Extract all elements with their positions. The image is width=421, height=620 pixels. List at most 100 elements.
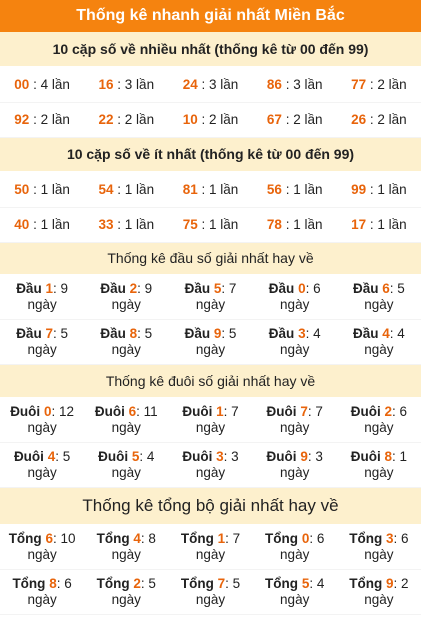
pair-number: 26: [351, 112, 367, 127]
stat-cell: Tổng 9: 2 ngày: [336, 570, 421, 615]
stat-text: Đầu 0: 6 ngày: [255, 281, 335, 313]
stat-cell: Đuôi 4: 5 ngày: [0, 443, 85, 488]
stat-number: 1: [217, 531, 226, 546]
section-dau: Đầu 1: 9 ngày Đầu 2: 9 ngày Đầu 5: 7 ngày Đ…: [0, 275, 421, 365]
stat-days: : 5 ngày: [27, 449, 71, 480]
stat-days: : 5 ngày: [111, 326, 153, 357]
stat-label: Đuôi: [13, 449, 44, 464]
stat-days: : 7 ngày: [195, 531, 241, 562]
stat-days: : 6 ngày: [280, 531, 325, 562]
stat-cell: 00 : 4 lần: [0, 67, 85, 103]
stat-days: : 5 ngày: [195, 576, 241, 607]
section-duoi: Đuôi 0: 12 ngày Đuôi 6: 11 ngày Đuôi 1: 7 …: [0, 398, 421, 488]
stat-text: Tổng 2: 5 ngày: [86, 576, 166, 608]
stat-row: 00 : 4 lần 16 : 3 lần 24 : 3 lần 86 : 3 lần…: [0, 67, 421, 103]
stat-text: Đầu 7: 5 ngày: [2, 326, 82, 358]
pair-number: 56: [266, 182, 282, 197]
pair-count: : 4 lần: [33, 77, 70, 92]
stat-number: 7: [45, 326, 53, 341]
stat-cell: 81 : 1 lần: [168, 172, 253, 208]
stat-days: : 1 ngày: [364, 449, 408, 480]
stat-cell: Đuôi 6: 11 ngày: [84, 398, 169, 443]
stat-row: Tổng 6: 10 ngày Tổng 4: 8 ngày Tổng 1: 7 n…: [0, 525, 421, 570]
pair-number: 33: [98, 217, 114, 232]
stat-number: 3: [386, 531, 394, 546]
panel-title: Thống kê nhanh giải nhất Miền Bắc: [0, 0, 421, 32]
stat-cell: 67 : 2 lần: [252, 102, 337, 138]
stat-cell: Đuôi 8: 1 ngày: [336, 443, 421, 488]
pair-count: : 2 lần: [117, 112, 155, 127]
stat-days: : 9 ngày: [27, 281, 68, 312]
stat-row: Đầu 7: 5 ngày Đầu 8: 5 ngày Đầu 9: 5 ngày Đ…: [0, 320, 421, 365]
stat-cell: Đầu 2: 9 ngày: [84, 275, 169, 320]
stat-label: Tổng: [265, 576, 299, 591]
stat-days: : 5 ngày: [111, 576, 156, 607]
stat-text: Đuôi 6: 11 ngày: [86, 404, 166, 436]
pair-number: 22: [98, 112, 114, 127]
stat-number: 8: [129, 326, 138, 341]
stat-row: Đuôi 4: 5 ngày Đuôi 5: 4 ngày Đuôi 3: 3 ng…: [0, 443, 421, 488]
stat-days: : 10 ngày: [27, 531, 76, 562]
stat-number: 7: [217, 576, 226, 591]
stat-text: Đầu 3: 4 ngày: [255, 326, 335, 358]
pair-count: : 1 lần: [33, 182, 70, 197]
pair-number: 17: [351, 217, 367, 232]
stat-row: Đầu 1: 9 ngày Đầu 2: 9 ngày Đầu 5: 7 ngày Đ…: [0, 275, 421, 320]
section-duoi-header: Thống kê đuôi số giải nhất hay về: [0, 365, 421, 398]
pair-count: : 2 lần: [369, 112, 407, 127]
stat-text: Đuôi 0: 12 ngày: [2, 404, 82, 436]
stat-label: Đuôi: [98, 449, 129, 464]
stat-days: : 9 ngày: [111, 281, 153, 312]
stat-text: Tổng 5: 4 ngày: [255, 576, 335, 608]
stat-label: Đuôi: [350, 449, 381, 464]
stat-number: 5: [213, 281, 222, 296]
stat-row: 92 : 2 lần 22 : 2 lần 10 : 2 lần 67 : 2 lần…: [0, 102, 421, 138]
pair-number: 40: [14, 217, 30, 232]
stat-cell: Tổng 5: 4 ngày: [252, 570, 337, 615]
stat-cell: 24 : 3 lần: [168, 67, 253, 103]
stat-label: Tổng: [349, 576, 383, 591]
stat-number: 7: [300, 404, 308, 419]
stat-label: Đuôi: [266, 404, 297, 419]
stat-text: Đuôi 7: 7 ngày: [255, 404, 335, 436]
stat-number: 4: [47, 449, 56, 464]
stat-days: : 6 ngày: [364, 531, 409, 562]
stat-cell: 16 : 3 lần: [84, 67, 169, 103]
stat-label: Đầu: [16, 281, 42, 296]
stat-text: Tổng 3: 6 ngày: [339, 531, 419, 563]
stat-number: 0: [301, 531, 310, 546]
stat-cell: Đuôi 2: 6 ngày: [336, 398, 421, 443]
stat-cell: Tổng 7: 5 ngày: [168, 570, 253, 615]
stat-text: Đuôi 5: 4 ngày: [86, 449, 166, 481]
stat-days: : 3 ngày: [195, 449, 239, 480]
section-most-header: 10 cặp số về nhiều nhất (thống kê từ 00 …: [0, 32, 421, 67]
stat-label: Đuôi: [10, 404, 41, 419]
stat-cell: Đầu 6: 5 ngày: [336, 275, 421, 320]
section-dau-header: Thống kê đầu số giải nhất hay về: [0, 242, 421, 275]
stat-cell: Tổng 6: 10 ngày: [0, 525, 85, 570]
stat-label: Đầu: [268, 326, 295, 341]
stat-number: 0: [298, 281, 306, 296]
stat-number: 5: [131, 449, 140, 464]
stat-label: Tổng: [349, 531, 383, 546]
stat-number: 2: [133, 576, 141, 591]
stat-days: : 4 ngày: [280, 576, 325, 607]
stat-days: : 7 ngày: [195, 281, 237, 312]
stat-days: : 4 ngày: [280, 326, 321, 357]
stat-number: 3: [298, 326, 306, 341]
stat-label: Đầu: [184, 281, 211, 296]
stat-cell: Tổng 1: 7 ngày: [168, 525, 253, 570]
stat-number: 2: [129, 281, 138, 296]
pair-number: 75: [182, 217, 198, 232]
stat-cell: Đầu 3: 4 ngày: [252, 320, 337, 365]
stat-cell: Đầu 1: 9 ngày: [0, 275, 85, 320]
pair-number: 54: [98, 182, 114, 197]
stat-text: Đầu 8: 5 ngày: [86, 326, 166, 358]
stat-cell: Đầu 7: 5 ngày: [0, 320, 85, 365]
pair-count: : 2 lần: [201, 112, 239, 127]
stat-days: : 5 ngày: [364, 281, 405, 312]
pair-count: : 1 lần: [285, 217, 323, 232]
pair-number: 86: [266, 77, 282, 92]
pair-number: 81: [182, 182, 198, 197]
stat-row: 50 : 1 lần 54 : 1 lần 81 : 1 lần 56 : 1 lần…: [0, 172, 421, 208]
